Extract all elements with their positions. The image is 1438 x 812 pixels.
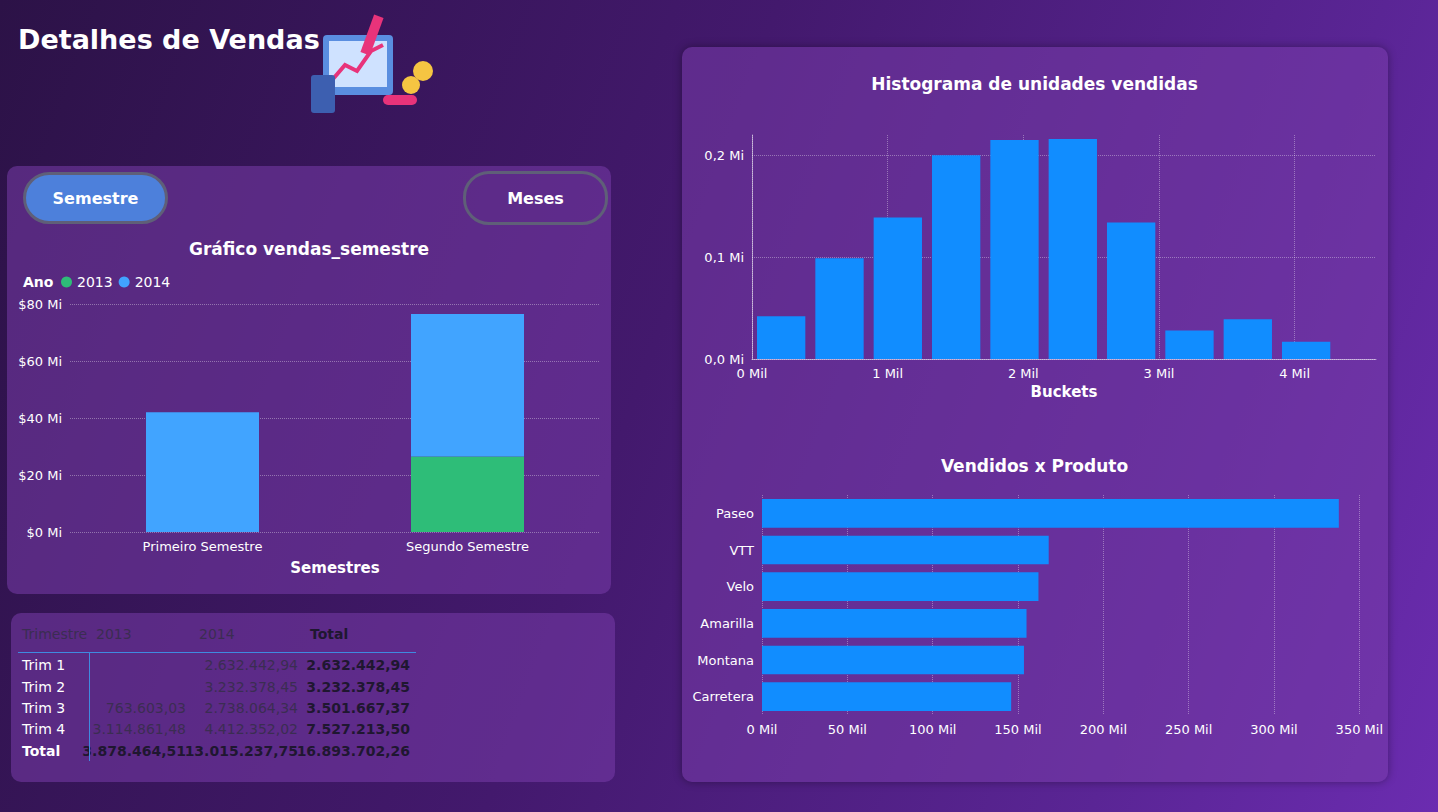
svg-text:100 Mil: 100 Mil (909, 722, 956, 737)
html-text:2.632.442,94: 2.632.442,94 (204, 657, 298, 673)
html-text:3.878.464,51 13.015.237,75 16.: 3.878.464,51 13.015.237,75 16.893.702,26 (82, 743, 410, 759)
html-text:2013: 2013 (96, 626, 132, 642)
svg-text:Velo: Velo (727, 579, 754, 594)
html-text:3.501.667,37: 3.501.667,37 (306, 700, 410, 716)
svg-text:$20 Mi: $20 Mi (18, 468, 62, 483)
svg-text:Carretera: Carretera (692, 689, 754, 704)
svg-text:$0 Mi: $0 Mi (26, 525, 62, 540)
html-text:Meses: Meses (507, 188, 564, 208)
svg-text:Paseo: Paseo (716, 506, 754, 521)
svg-text:Primeiro Semestre: Primeiro Semestre (143, 539, 263, 554)
svg-text:0,0 Mi: 0,0 Mi (704, 352, 744, 367)
svg-text:Vendidos x Produto: Vendidos x Produto (941, 456, 1128, 476)
html-text:763.603,03: 763.603,03 (105, 700, 186, 716)
svg-text:4 Mil: 4 Mil (1279, 366, 1310, 381)
html-text:Total: Total (310, 626, 349, 642)
svg-text:$80 Mi: $80 Mi (18, 297, 62, 312)
svg-text:50 Mil: 50 Mil (828, 722, 867, 737)
svg-text:1 Mil: 1 Mil (872, 366, 903, 381)
svg-text:Segundo Semestre: Segundo Semestre (406, 539, 529, 554)
svg-text:200 Mil: 200 Mil (1080, 722, 1127, 737)
svg-text:VTT: VTT (729, 543, 754, 558)
html-text:Semestre: Semestre (52, 188, 139, 208)
html-text:Trim 3: Trim 3 (22, 700, 66, 716)
svg-text:$60 Mi: $60 Mi (18, 354, 62, 369)
svg-text:$40 Mi: $40 Mi (18, 411, 62, 426)
html-text:7.527.213,50: 7.527.213,50 (306, 721, 410, 737)
html-text:Trim 1: Trim 1 (22, 657, 66, 673)
svg-text:Ano: Ano (23, 274, 54, 290)
svg-text:0,2 Mi: 0,2 Mi (704, 148, 744, 163)
svg-text:Histograma de unidades vendida: Histograma de unidades vendidas (871, 74, 1198, 94)
svg-text:2013: 2013 (77, 274, 113, 290)
html-text:3.114.861,48: 3.114.861,48 (92, 721, 186, 737)
html-text:2.632.442,94: 2.632.442,94 (306, 657, 410, 673)
html-text:3.232.378,45: 3.232.378,45 (204, 679, 298, 695)
svg-text:0,1 Mi: 0,1 Mi (704, 250, 744, 265)
html-text:Trimestre: Trimestre (22, 626, 88, 642)
html-text:4.412.352,02: 4.412.352,02 (204, 721, 298, 737)
svg-text:2 Mil: 2 Mil (1008, 366, 1039, 381)
svg-text:150 Mil: 150 Mil (994, 722, 1041, 737)
svg-text:2014: 2014 (135, 274, 171, 290)
svg-text:350 Mil: 350 Mil (1336, 722, 1383, 737)
html-text:3.232.378,45: 3.232.378,45 (306, 679, 410, 695)
svg-text:3 Mil: 3 Mil (1144, 366, 1175, 381)
html-text:Trim 4: Trim 4 (22, 721, 66, 737)
html-text:2014: 2014 (199, 626, 235, 642)
svg-text:Gráfico vendas_semestre: Gráfico vendas_semestre (189, 239, 429, 259)
svg-text:Montana: Montana (697, 653, 754, 668)
svg-text:Buckets: Buckets (1031, 383, 1098, 401)
html-text:Detalhes de Vendas: Detalhes de Vendas (18, 24, 320, 55)
svg-text:250 Mil: 250 Mil (1165, 722, 1212, 737)
html-text:2.738.064,34: 2.738.064,34 (204, 700, 298, 716)
svg-text:Amarilla: Amarilla (700, 616, 754, 631)
html-text:Trim 2: Trim 2 (22, 679, 66, 695)
svg-text:Semestres: Semestres (290, 559, 379, 577)
svg-text:300 Mil: 300 Mil (1250, 722, 1297, 737)
svg-text:0 Mil: 0 Mil (747, 722, 778, 737)
html-text:Total: Total (22, 743, 61, 759)
svg-text:0 Mil: 0 Mil (737, 366, 768, 381)
